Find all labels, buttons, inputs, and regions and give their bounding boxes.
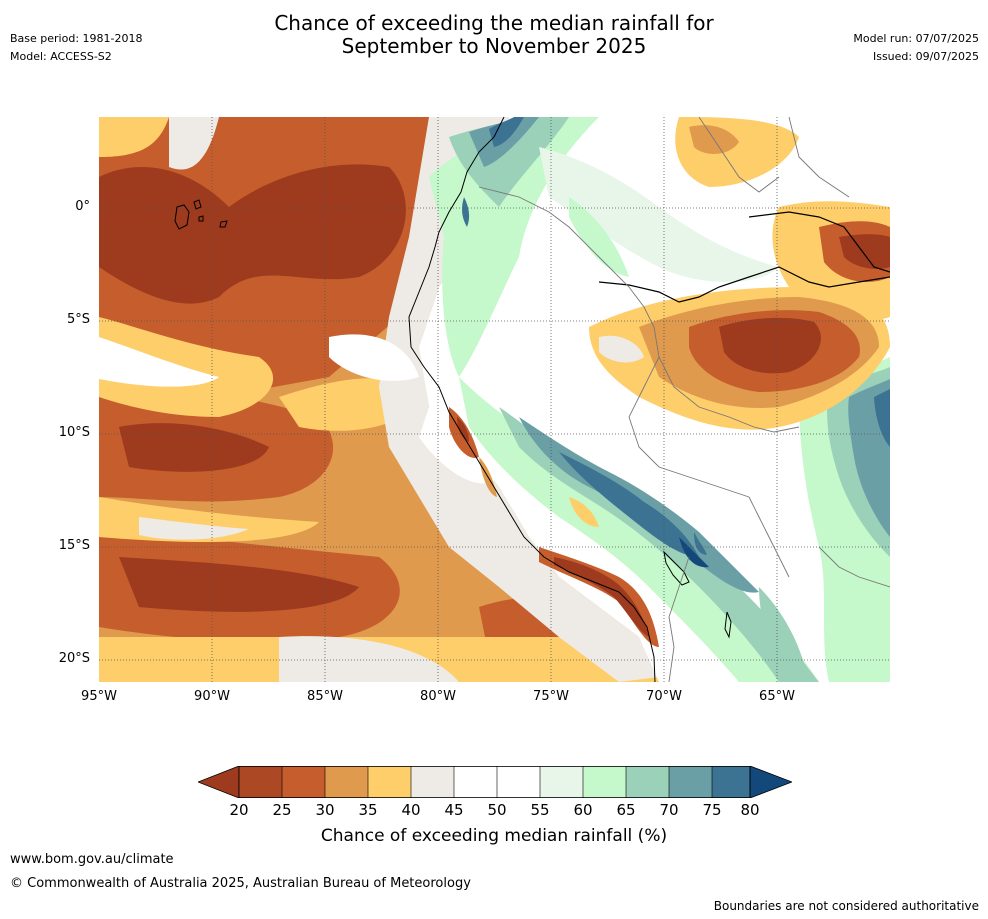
colorbar-tick-60: 60 <box>573 801 593 819</box>
footer-note: Boundaries are not considered authoritat… <box>713 899 979 913</box>
title-line-2: September to November 2025 <box>341 34 647 58</box>
colorbar-tick-20: 20 <box>229 801 249 819</box>
colorbar-tick-40: 40 <box>401 801 421 819</box>
colorbar-tick-25: 25 <box>272 801 292 819</box>
rainfall-map <box>99 117 890 682</box>
lon-label-65w: 65°W <box>759 689 795 704</box>
lat-label-15s: 15°S <box>58 538 90 553</box>
base-period-text: Base period: 1981-2018 <box>10 32 143 45</box>
meta-left: Base period: 1981-2018 Model: ACCESS-S2 <box>10 32 142 68</box>
colorbar-bin-50-55 <box>497 766 540 798</box>
footer-copyright: © Commonwealth of Australia 2025, Austra… <box>10 876 471 891</box>
colorbar-svg <box>196 765 794 799</box>
colorbar-bin-55-60 <box>540 766 583 798</box>
colorbar-high-arrow <box>749 765 794 799</box>
lake-poopo <box>724 611 732 639</box>
colorbar-bin-45-50 <box>454 766 497 798</box>
colorbar-label: Chance of exceeding median rainfall (%) <box>320 826 668 846</box>
lon-label-95w: 95°W <box>81 689 117 704</box>
colorbar-bin-60-65 <box>583 766 626 798</box>
colorbar-bin-25-30 <box>282 766 325 798</box>
lon-label-80w: 80°W <box>420 689 456 704</box>
colorbar-bin-75-80 <box>712 766 750 798</box>
colorbar <box>196 765 794 799</box>
colorbar-tick-50: 50 <box>487 801 507 819</box>
lon-label-70w: 70°W <box>646 689 682 704</box>
colorbar-bin-65-70 <box>626 766 669 798</box>
colorbar-tick-30: 30 <box>315 801 335 819</box>
colorbar-dividers <box>281 766 713 798</box>
lat-label-5s: 5°S <box>66 312 90 327</box>
map-canvas <box>99 117 890 682</box>
north-coast <box>748 211 890 273</box>
model-run-text: Model run: 07/07/2025 <box>853 32 979 45</box>
amazon-river <box>598 266 890 303</box>
colorbar-bin-70-75 <box>669 766 712 798</box>
colorbar-tick-70: 70 <box>659 801 679 819</box>
lat-label-20s: 20°S <box>58 651 90 666</box>
meta-right: Model run: 07/07/2025 Issued: 09/07/2025 <box>853 32 979 68</box>
colorbar-outline <box>238 766 751 799</box>
colorbar-tick-75: 75 <box>702 801 722 819</box>
colorbar-bin-30-35 <box>325 766 368 798</box>
colorbar-tick-45: 45 <box>444 801 464 819</box>
colorbar-tick-55: 55 <box>530 801 550 819</box>
colorbar-bin-40-45 <box>411 766 454 798</box>
colorbar-tick-35: 35 <box>358 801 378 819</box>
lon-label-90w: 90°W <box>194 689 230 704</box>
model-text: Model: ACCESS-S2 <box>10 50 112 63</box>
lon-label-85w: 85°W <box>307 689 343 704</box>
land-wet-zones <box>429 117 890 682</box>
footer-url: www.bom.gov.au/climate <box>10 852 174 867</box>
map-title: Chance of exceeding the median rainfall … <box>0 12 988 58</box>
galapagos-islands <box>174 199 228 230</box>
colorbar-bin-20-25 <box>239 766 282 798</box>
colorbar-low-arrow <box>196 765 240 799</box>
colorbar-bin-35-40 <box>368 766 411 798</box>
lat-label-0: 0° <box>75 199 90 214</box>
lake-titicaca <box>663 550 690 586</box>
graticule <box>99 117 890 682</box>
coastline <box>408 117 656 682</box>
lon-label-75w: 75°W <box>533 689 569 704</box>
colorbar-tick-80: 80 <box>740 801 760 819</box>
colorbar-tick-65: 65 <box>616 801 636 819</box>
lat-label-10s: 10°S <box>58 425 90 440</box>
issued-text: Issued: 09/07/2025 <box>872 50 979 63</box>
title-line-1: Chance of exceeding the median rainfall … <box>274 11 714 35</box>
country-borders <box>478 117 890 682</box>
